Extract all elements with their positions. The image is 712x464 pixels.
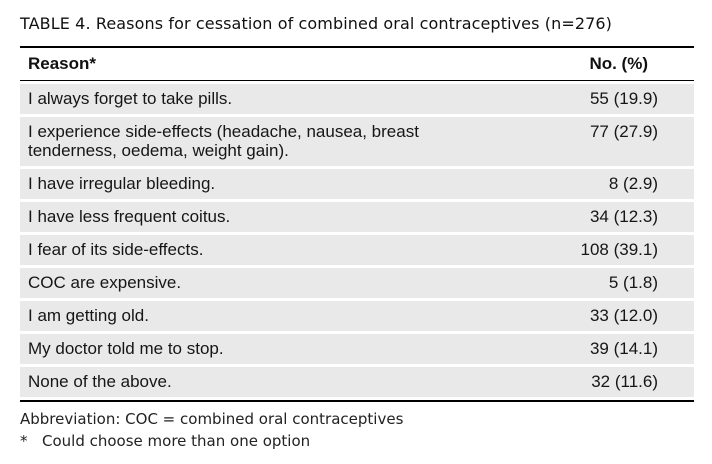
table-row: I fear of its side-effects. 108 (39.1) (20, 235, 694, 265)
row-count: 33 (12.0) (589, 306, 658, 325)
asterisk-note-text: Could choose more than one option (42, 432, 311, 450)
table-header-rule (20, 80, 694, 81)
asterisk-marker: * (20, 432, 28, 450)
row-reason: I have less frequent coitus. (28, 207, 231, 226)
table-row: I am getting old. 33 (12.0) (20, 301, 694, 331)
table-title: Reasons for cessation of combined oral c… (95, 14, 613, 33)
row-reason: I experience side-effects (headache, nau… (28, 122, 419, 160)
table-top-rule (20, 46, 694, 48)
row-count: 108 (39.1) (580, 240, 659, 259)
table-row: I experience side-effects (headache, nau… (20, 117, 694, 166)
table-row: I have less frequent coitus. 34 (12.3) (20, 202, 694, 232)
row-reason: I fear of its side-effects. (28, 240, 204, 259)
table-row: My doctor told me to stop. 39 (14.1) (20, 334, 694, 364)
row-reason: COC are expensive. (28, 273, 182, 292)
table-row: I have irregular bleeding. 8 (2.9) (20, 169, 694, 199)
header-reason: Reason* (28, 54, 97, 73)
table-row: None of the above. 32 (11.6) (20, 367, 694, 397)
abbreviation-note: Abbreviation: COC = combined oral contra… (20, 410, 404, 428)
data-table: Reason* No. (%) I always forget to take … (20, 46, 694, 402)
row-count: 5 (1.8) (608, 273, 658, 292)
row-count: 34 (12.3) (589, 207, 658, 226)
header-count: No. (%) (589, 54, 648, 73)
table-bottom-rule (20, 400, 694, 402)
table-caption: TABLE 4. Reasons for cessation of combin… (20, 14, 612, 33)
row-reason: None of the above. (28, 372, 172, 391)
table-number: TABLE 4. (20, 14, 91, 33)
row-reason: My doctor told me to stop. (28, 339, 224, 358)
row-count: 55 (19.9) (589, 89, 658, 108)
asterisk-note: * Could choose more than one option (20, 430, 403, 452)
table-header-row: Reason* No. (%) (20, 48, 694, 80)
table-row: I always forget to take pills. 55 (19.9) (20, 84, 694, 114)
row-count: 8 (2.9) (608, 174, 658, 193)
row-count: 77 (27.9) (589, 122, 658, 141)
row-reason: I always forget to take pills. (28, 89, 233, 108)
row-reason: I am getting old. (28, 306, 149, 325)
row-count: 32 (11.6) (591, 372, 658, 391)
row-reason: I have irregular bleeding. (28, 174, 216, 193)
row-count: 39 (14.1) (589, 339, 658, 358)
table-footnotes: Abbreviation: COC = combined oral contra… (20, 408, 403, 452)
table-row: COC are expensive. 5 (1.8) (20, 268, 694, 298)
